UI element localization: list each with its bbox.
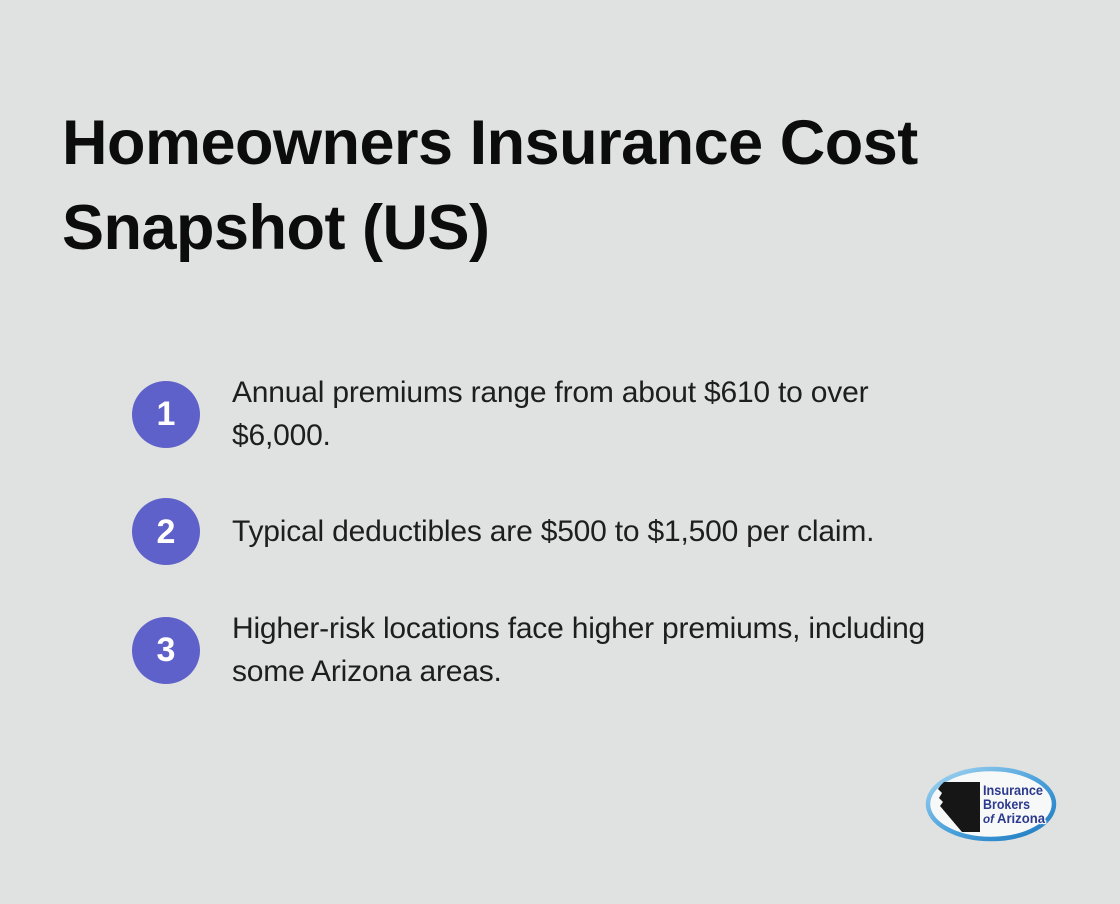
number-badge: 2 bbox=[132, 498, 200, 565]
logo-graphic: Insurance Brokers of Arizona bbox=[925, 766, 1057, 842]
page-title: Homeowners Insurance Cost Snapshot (US) bbox=[62, 108, 918, 263]
insurance-brokers-of-arizona-logo: Insurance Brokers of Arizona bbox=[925, 766, 1057, 844]
list-item-text: Typical deductibles are $500 to $1,500 p… bbox=[232, 515, 875, 548]
number-badge-label: 2 bbox=[156, 512, 176, 551]
list-item: 2 Typical deductibles are $500 to $1,500… bbox=[132, 498, 982, 565]
list-item: 1 Annual premiums range from about $610 … bbox=[132, 371, 982, 457]
arizona-state-icon bbox=[938, 782, 980, 832]
list-item: 3 Higher-risk locations face higher prem… bbox=[132, 607, 982, 693]
logo-text-line2: Brokers bbox=[983, 797, 1030, 812]
bullet-list: 1 Annual premiums range from about $610 … bbox=[132, 371, 982, 693]
svg-text:of Arizona: of Arizona bbox=[983, 811, 1045, 826]
logo-text-state: Arizona bbox=[997, 811, 1045, 826]
list-item-text: Annual premiums range from about $610 to… bbox=[232, 376, 869, 452]
number-badge-label: 1 bbox=[156, 395, 176, 433]
logo-text-line1: Insurance bbox=[983, 783, 1043, 798]
number-badge: 1 bbox=[132, 380, 200, 448]
logo-text-of: of bbox=[983, 814, 995, 826]
list-item-text: Higher-risk locations face higher premiu… bbox=[232, 612, 926, 688]
number-badge: 3 bbox=[132, 616, 200, 684]
number-badge-label: 3 bbox=[156, 631, 176, 669]
